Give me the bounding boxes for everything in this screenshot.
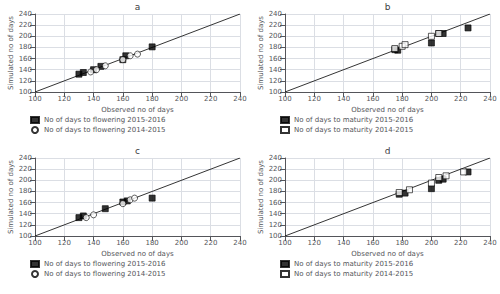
- svg-text:200: 200: [175, 95, 188, 103]
- svg-text:140: 140: [337, 95, 350, 103]
- svg-text:200: 200: [269, 32, 282, 40]
- svg-text:No of days to flowering 2014-2: No of days to flowering 2014-2015: [44, 126, 166, 134]
- svg-text:220: 220: [269, 21, 282, 29]
- svg-text:220: 220: [204, 239, 217, 247]
- svg-text:140: 140: [19, 210, 32, 218]
- svg-text:c: c: [135, 146, 140, 156]
- svg-text:Observed no of days: Observed no of days: [101, 106, 174, 114]
- svg-text:Simulated no of days: Simulated no of days: [257, 16, 265, 90]
- svg-text:240: 240: [19, 10, 32, 18]
- svg-text:140: 140: [269, 66, 282, 74]
- svg-text:140: 140: [87, 239, 100, 247]
- svg-text:240: 240: [233, 239, 246, 247]
- svg-text:180: 180: [145, 239, 158, 247]
- svg-text:160: 160: [19, 55, 32, 63]
- svg-text:100: 100: [268, 232, 282, 240]
- svg-text:160: 160: [269, 55, 282, 63]
- svg-text:No of days to maturity 2015-20: No of days to maturity 2015-2016: [294, 260, 414, 268]
- svg-text:No of days to flowering 2015-2: No of days to flowering 2015-2016: [44, 116, 166, 124]
- svg-text:Observed no of days: Observed no of days: [351, 106, 424, 114]
- svg-text:a: a: [135, 2, 141, 12]
- svg-text:100: 100: [28, 95, 41, 103]
- svg-text:100: 100: [28, 239, 41, 247]
- svg-text:220: 220: [269, 165, 282, 173]
- svg-text:160: 160: [366, 95, 379, 103]
- svg-text:240: 240: [483, 239, 496, 247]
- svg-text:220: 220: [454, 95, 467, 103]
- svg-text:140: 140: [337, 239, 350, 247]
- svg-text:220: 220: [19, 165, 32, 173]
- svg-text:140: 140: [19, 66, 32, 74]
- svg-text:No of days to maturity 2014-20: No of days to maturity 2014-2015: [294, 270, 413, 278]
- svg-text:240: 240: [233, 95, 246, 103]
- svg-text:240: 240: [269, 154, 282, 162]
- svg-text:d: d: [385, 146, 391, 156]
- svg-text:No of days to maturity 2014-20: No of days to maturity 2014-2015: [294, 126, 413, 134]
- svg-text:120: 120: [308, 95, 321, 103]
- svg-text:Observed no of days: Observed no of days: [101, 250, 174, 258]
- svg-text:Simulated no of days: Simulated no of days: [7, 160, 15, 234]
- svg-text:160: 160: [116, 239, 129, 247]
- svg-text:Observed no of days: Observed no of days: [351, 250, 424, 258]
- svg-text:200: 200: [19, 32, 32, 40]
- svg-text:b: b: [385, 2, 391, 12]
- svg-text:220: 220: [454, 239, 467, 247]
- svg-text:220: 220: [204, 95, 217, 103]
- svg-text:100: 100: [268, 88, 282, 96]
- svg-text:240: 240: [269, 10, 282, 18]
- svg-text:120: 120: [19, 77, 32, 85]
- svg-text:200: 200: [19, 176, 32, 184]
- svg-text:160: 160: [269, 199, 282, 207]
- svg-text:180: 180: [19, 187, 32, 195]
- svg-text:120: 120: [269, 77, 282, 85]
- svg-text:160: 160: [19, 199, 32, 207]
- svg-text:100: 100: [18, 88, 32, 96]
- svg-text:100: 100: [278, 239, 291, 247]
- svg-text:180: 180: [395, 95, 408, 103]
- svg-text:180: 180: [395, 239, 408, 247]
- svg-text:180: 180: [145, 95, 158, 103]
- svg-text:180: 180: [269, 43, 282, 51]
- svg-text:240: 240: [19, 154, 32, 162]
- svg-text:120: 120: [308, 239, 321, 247]
- svg-text:160: 160: [366, 239, 379, 247]
- svg-text:220: 220: [19, 21, 32, 29]
- svg-text:140: 140: [269, 210, 282, 218]
- svg-text:200: 200: [425, 95, 438, 103]
- svg-text:120: 120: [58, 95, 71, 103]
- svg-text:180: 180: [269, 187, 282, 195]
- svg-text:200: 200: [175, 239, 188, 247]
- svg-text:100: 100: [278, 95, 291, 103]
- svg-text:120: 120: [19, 221, 32, 229]
- svg-text:140: 140: [87, 95, 100, 103]
- svg-text:No of days to maturity 2015-20: No of days to maturity 2015-2016: [294, 116, 414, 124]
- svg-text:Simulated no of days: Simulated no of days: [257, 160, 265, 234]
- svg-text:100: 100: [18, 232, 32, 240]
- svg-text:240: 240: [483, 95, 496, 103]
- svg-text:180: 180: [19, 43, 32, 51]
- svg-text:120: 120: [58, 239, 71, 247]
- svg-text:160: 160: [116, 95, 129, 103]
- svg-text:No of days to flowering 2014-2: No of days to flowering 2014-2015: [44, 270, 166, 278]
- svg-text:No of days to flowering 2015-2: No of days to flowering 2015-2016: [44, 260, 166, 268]
- svg-text:Simulated no of days: Simulated no of days: [7, 16, 15, 90]
- svg-text:120: 120: [269, 221, 282, 229]
- svg-text:200: 200: [425, 239, 438, 247]
- svg-text:200: 200: [269, 176, 282, 184]
